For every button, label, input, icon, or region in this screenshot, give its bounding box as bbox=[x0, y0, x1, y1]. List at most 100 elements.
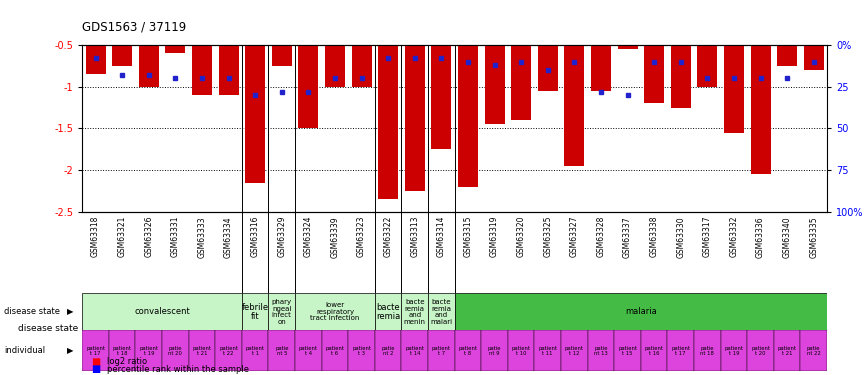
Bar bbox=[86, 3, 106, 74]
Bar bbox=[402, 293, 428, 330]
Bar bbox=[511, 3, 531, 120]
Bar bbox=[751, 3, 771, 174]
Bar bbox=[139, 3, 158, 87]
Text: GSM63330: GSM63330 bbox=[676, 216, 685, 258]
Bar bbox=[268, 293, 295, 330]
Bar bbox=[192, 3, 212, 95]
Bar bbox=[402, 330, 428, 371]
Bar bbox=[507, 330, 534, 371]
Bar bbox=[804, 3, 824, 70]
Text: GSM63321: GSM63321 bbox=[118, 216, 126, 257]
Bar bbox=[245, 3, 265, 183]
Text: patient
t 4: patient t 4 bbox=[299, 346, 318, 356]
Bar bbox=[268, 330, 295, 371]
Text: patie
nt 13: patie nt 13 bbox=[594, 346, 608, 356]
Text: patient
t 3: patient t 3 bbox=[352, 346, 371, 356]
Bar bbox=[82, 293, 242, 330]
Text: patient
t 17: patient t 17 bbox=[671, 346, 690, 356]
Text: disease state: disease state bbox=[4, 308, 61, 316]
Text: patient
t 18: patient t 18 bbox=[113, 346, 132, 356]
Text: GSM63338: GSM63338 bbox=[650, 216, 659, 257]
Text: patient
t 21: patient t 21 bbox=[778, 346, 797, 356]
Bar bbox=[272, 3, 292, 66]
Bar bbox=[428, 330, 455, 371]
Text: individual: individual bbox=[4, 346, 45, 355]
Text: patie
nt 9: patie nt 9 bbox=[488, 346, 501, 356]
Text: patient
t 15: patient t 15 bbox=[618, 346, 637, 356]
Bar bbox=[747, 330, 774, 371]
Text: patient
t 20: patient t 20 bbox=[751, 346, 770, 356]
Text: GSM63326: GSM63326 bbox=[145, 216, 153, 257]
Text: patie
nt 20: patie nt 20 bbox=[168, 346, 183, 356]
Bar bbox=[242, 293, 268, 330]
Text: patient
t 14: patient t 14 bbox=[405, 346, 424, 356]
Bar bbox=[697, 3, 717, 87]
Bar bbox=[218, 3, 238, 95]
Bar bbox=[774, 330, 800, 371]
Text: GSM63331: GSM63331 bbox=[171, 216, 180, 257]
Text: GSM63319: GSM63319 bbox=[490, 216, 499, 257]
Bar bbox=[668, 330, 694, 371]
Text: lower
respiratory
tract infection: lower respiratory tract infection bbox=[310, 302, 359, 321]
Bar bbox=[588, 330, 614, 371]
Text: GSM63318: GSM63318 bbox=[91, 216, 100, 257]
Bar bbox=[375, 330, 402, 371]
Bar bbox=[485, 3, 505, 124]
Text: percentile rank within the sample: percentile rank within the sample bbox=[107, 365, 249, 374]
Bar bbox=[295, 293, 375, 330]
Bar bbox=[617, 3, 637, 49]
Bar bbox=[109, 330, 135, 371]
Bar bbox=[561, 330, 588, 371]
Text: febrile
fit: febrile fit bbox=[242, 303, 268, 321]
Text: GSM63335: GSM63335 bbox=[809, 216, 818, 258]
Bar bbox=[534, 330, 561, 371]
Text: patient
t 11: patient t 11 bbox=[539, 346, 557, 356]
Text: GSM63337: GSM63337 bbox=[623, 216, 632, 258]
Text: ▶: ▶ bbox=[67, 308, 74, 316]
Text: phary
ngeal
infect
on: phary ngeal infect on bbox=[272, 299, 292, 325]
Text: patient
t 12: patient t 12 bbox=[565, 346, 584, 356]
Text: patient
t 6: patient t 6 bbox=[326, 346, 345, 356]
Text: ■: ■ bbox=[91, 364, 100, 374]
Text: patient
t 7: patient t 7 bbox=[432, 346, 451, 356]
Text: GSM63320: GSM63320 bbox=[517, 216, 526, 257]
Bar bbox=[614, 330, 641, 371]
Text: GSM63314: GSM63314 bbox=[436, 216, 446, 257]
Text: GSM63324: GSM63324 bbox=[304, 216, 313, 257]
Bar bbox=[565, 3, 585, 166]
Text: GSM63327: GSM63327 bbox=[570, 216, 578, 257]
Text: patie
nt 5: patie nt 5 bbox=[275, 346, 288, 356]
Text: ■: ■ bbox=[91, 357, 100, 367]
Bar bbox=[671, 3, 691, 108]
Text: patient
t 19: patient t 19 bbox=[725, 346, 743, 356]
Text: patie
nt 22: patie nt 22 bbox=[807, 346, 821, 356]
Bar bbox=[295, 330, 321, 371]
Bar bbox=[299, 3, 319, 128]
Text: patient
t 16: patient t 16 bbox=[644, 346, 663, 356]
Text: GSM63315: GSM63315 bbox=[463, 216, 473, 257]
Text: convalescent: convalescent bbox=[134, 308, 190, 316]
Bar bbox=[378, 3, 398, 200]
Text: GSM63313: GSM63313 bbox=[410, 216, 419, 257]
Text: patie
nt 18: patie nt 18 bbox=[701, 346, 714, 356]
Text: patient
t 10: patient t 10 bbox=[512, 346, 531, 356]
Bar bbox=[455, 293, 827, 330]
Text: GSM63339: GSM63339 bbox=[331, 216, 339, 258]
Text: patient
t 21: patient t 21 bbox=[192, 346, 211, 356]
Text: disease state: disease state bbox=[17, 324, 78, 333]
Bar bbox=[591, 3, 611, 91]
Bar bbox=[82, 330, 109, 371]
Text: patient
t 19: patient t 19 bbox=[139, 346, 158, 356]
Text: ▶: ▶ bbox=[67, 346, 74, 355]
Text: GDS1563 / 37119: GDS1563 / 37119 bbox=[82, 21, 186, 34]
Text: log2 ratio: log2 ratio bbox=[107, 357, 146, 366]
Text: GSM63340: GSM63340 bbox=[783, 216, 792, 258]
Bar bbox=[321, 330, 348, 371]
Bar bbox=[777, 3, 797, 66]
Bar bbox=[455, 330, 481, 371]
Bar bbox=[458, 3, 478, 187]
Text: GSM63336: GSM63336 bbox=[756, 216, 765, 258]
Text: GSM63325: GSM63325 bbox=[543, 216, 553, 257]
Bar bbox=[242, 330, 268, 371]
Bar bbox=[165, 3, 185, 53]
